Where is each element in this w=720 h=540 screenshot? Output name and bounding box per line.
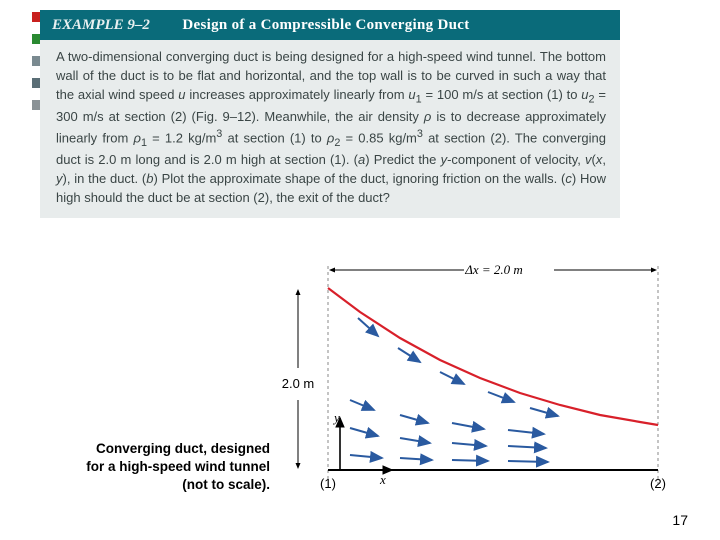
- example-header: EXAMPLE 9–2 Design of a Compressible Con…: [40, 10, 620, 40]
- caption-line-2: for a high-speed wind tunnel: [86, 459, 270, 474]
- example-body: A two-dimensional converging duct is bei…: [40, 40, 620, 218]
- y-axis-label: y: [332, 410, 340, 425]
- caption-line-1: Converging duct, designed: [96, 441, 270, 456]
- example-label: EXAMPLE 9–2: [52, 17, 150, 33]
- page-number: 17: [672, 512, 688, 528]
- x-axis-label: x: [379, 472, 386, 487]
- page: EXAMPLE 9–2 Design of a Compressible Con…: [0, 0, 720, 540]
- caption-line-3: (not to scale).: [182, 477, 270, 492]
- figure: Δx = 2.0 m 2.0 m y x (1) (2): [280, 260, 675, 500]
- figure-caption: Converging duct, designed for a high-spe…: [35, 440, 270, 495]
- example-title: Design of a Compressible Converging Duct: [182, 17, 469, 33]
- section-1-label: (1): [320, 476, 336, 491]
- section-2-label: (2): [650, 476, 666, 491]
- height-label: 2.0 m: [282, 376, 315, 391]
- example-box: EXAMPLE 9–2 Design of a Compressible Con…: [40, 10, 620, 218]
- dx-label: Δx = 2.0 m: [464, 262, 523, 277]
